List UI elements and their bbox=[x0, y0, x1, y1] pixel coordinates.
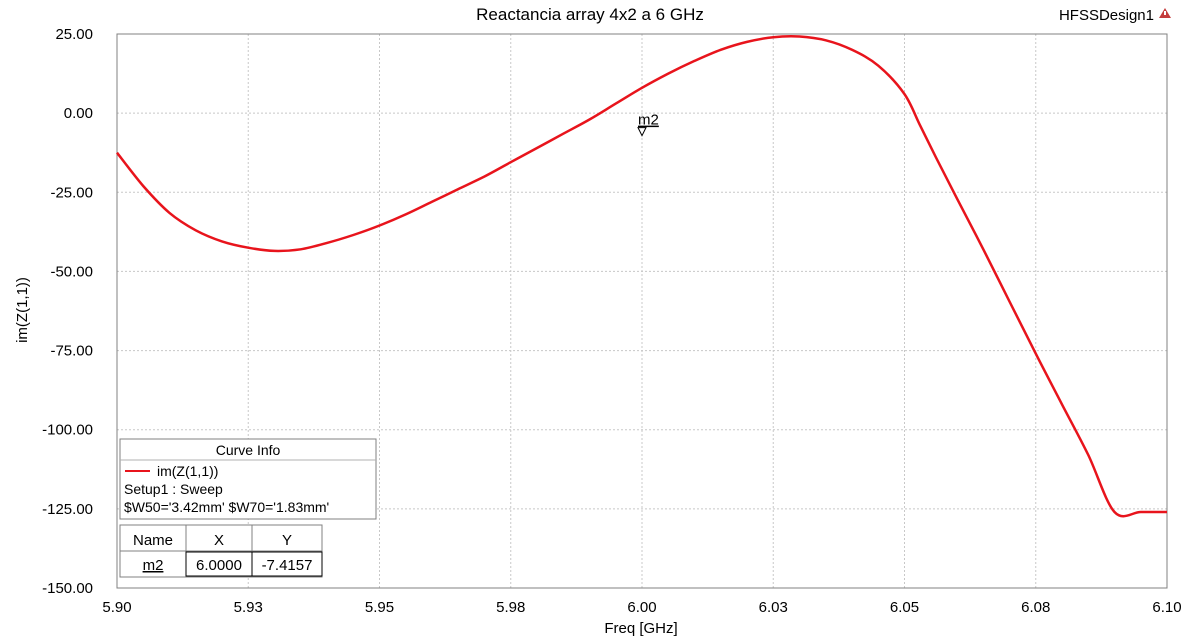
x-tick-label: 5.95 bbox=[365, 599, 394, 616]
plot-frame bbox=[116, 33, 1168, 589]
marker-table-row-name[interactable]: m2 bbox=[143, 557, 164, 574]
x-tick-label: 6.05 bbox=[890, 599, 919, 616]
y-tick-label: -125.00 bbox=[42, 501, 93, 518]
x-tick-label: 6.08 bbox=[1021, 599, 1050, 616]
y-tick-label: -25.00 bbox=[50, 184, 93, 201]
marker-layer[interactable]: m2 bbox=[637, 112, 659, 137]
series-line bbox=[116, 35, 1167, 518]
series-layer bbox=[116, 35, 1167, 518]
x-tick-label: 5.90 bbox=[102, 599, 131, 616]
marker-table-row-y: -7.4157 bbox=[262, 557, 313, 574]
y-tick-label: 0.00 bbox=[64, 105, 93, 122]
x-tick-label: 5.93 bbox=[234, 599, 263, 616]
y-tick-label: -150.00 bbox=[42, 580, 93, 597]
y-tick-label: -75.00 bbox=[50, 343, 93, 360]
tick-labels: 5.90 5.93 5.95 5.98 6.00 6.03 6.05 6.08 6.10 25.0… bbox=[42, 26, 1181, 616]
x-tick-label: 6.00 bbox=[627, 599, 656, 616]
y-tick-label: -50.00 bbox=[50, 263, 93, 280]
x-tick-label: 6.03 bbox=[759, 599, 788, 616]
curve-info-frame bbox=[119, 438, 377, 520]
legend-setup-line: Setup1 : Sweep bbox=[124, 481, 223, 497]
marker-table-header-y: Y bbox=[282, 532, 292, 549]
x-tick-label: 5.98 bbox=[496, 599, 525, 616]
curve-info-title: Curve Info bbox=[216, 442, 281, 458]
marker-table-header-x: X bbox=[214, 532, 224, 549]
marker-table[interactable]: Name X Y m2 6.0000 -7.4157 bbox=[119, 524, 323, 578]
y-axis-label: im(Z(1,1)) bbox=[14, 277, 31, 343]
marker-triangle[interactable] bbox=[637, 127, 647, 137]
design-label-group[interactable]: HFSSDesign1 bbox=[1059, 7, 1171, 24]
marker-table-row-x: 6.0000 bbox=[196, 557, 242, 574]
x-tick-label: 6.10 bbox=[1152, 599, 1181, 616]
design-name: HFSSDesign1 bbox=[1059, 7, 1154, 24]
x-axis-label: Freq [GHz] bbox=[604, 620, 677, 637]
legend-params-line: $W50='3.42mm' $W70='1.83mm' bbox=[124, 499, 329, 515]
marker-table-cell-highlight-y bbox=[251, 551, 323, 577]
y-tick-label: 25.00 bbox=[55, 26, 93, 43]
y-tick-label: -100.00 bbox=[42, 422, 93, 439]
curve-info-legend[interactable]: Curve Info im(Z(1,1)) Setup1 : Sweep $W5… bbox=[119, 438, 377, 520]
chart-title: Reactancia array 4x2 a 6 GHz bbox=[476, 5, 704, 24]
design-warning-icon-mark bbox=[1164, 11, 1166, 15]
marker-label[interactable]: m2 bbox=[638, 112, 659, 129]
legend-trace-label: im(Z(1,1)) bbox=[157, 463, 218, 479]
marker-table-header-name: Name bbox=[133, 532, 173, 549]
